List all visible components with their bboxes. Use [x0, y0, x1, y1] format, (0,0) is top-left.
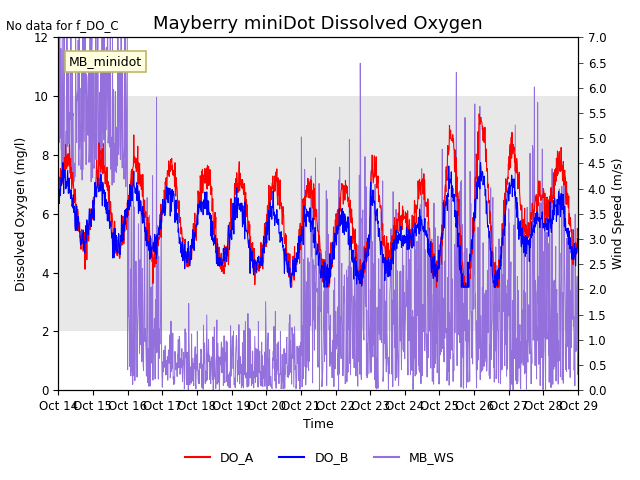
Y-axis label: Wind Speed (m/s): Wind Speed (m/s): [612, 158, 625, 269]
Y-axis label: Dissolved Oxygen (mg/l): Dissolved Oxygen (mg/l): [15, 137, 28, 291]
Title: Mayberry miniDot Dissolved Oxygen: Mayberry miniDot Dissolved Oxygen: [154, 15, 483, 33]
Bar: [58, 96, 578, 331]
X-axis label: Time: Time: [303, 419, 333, 432]
Text: MB_minidot: MB_minidot: [68, 55, 142, 68]
Text: No data for f_DO_C: No data for f_DO_C: [6, 19, 119, 32]
Legend: DO_A, DO_B, MB_WS: DO_A, DO_B, MB_WS: [180, 446, 460, 469]
